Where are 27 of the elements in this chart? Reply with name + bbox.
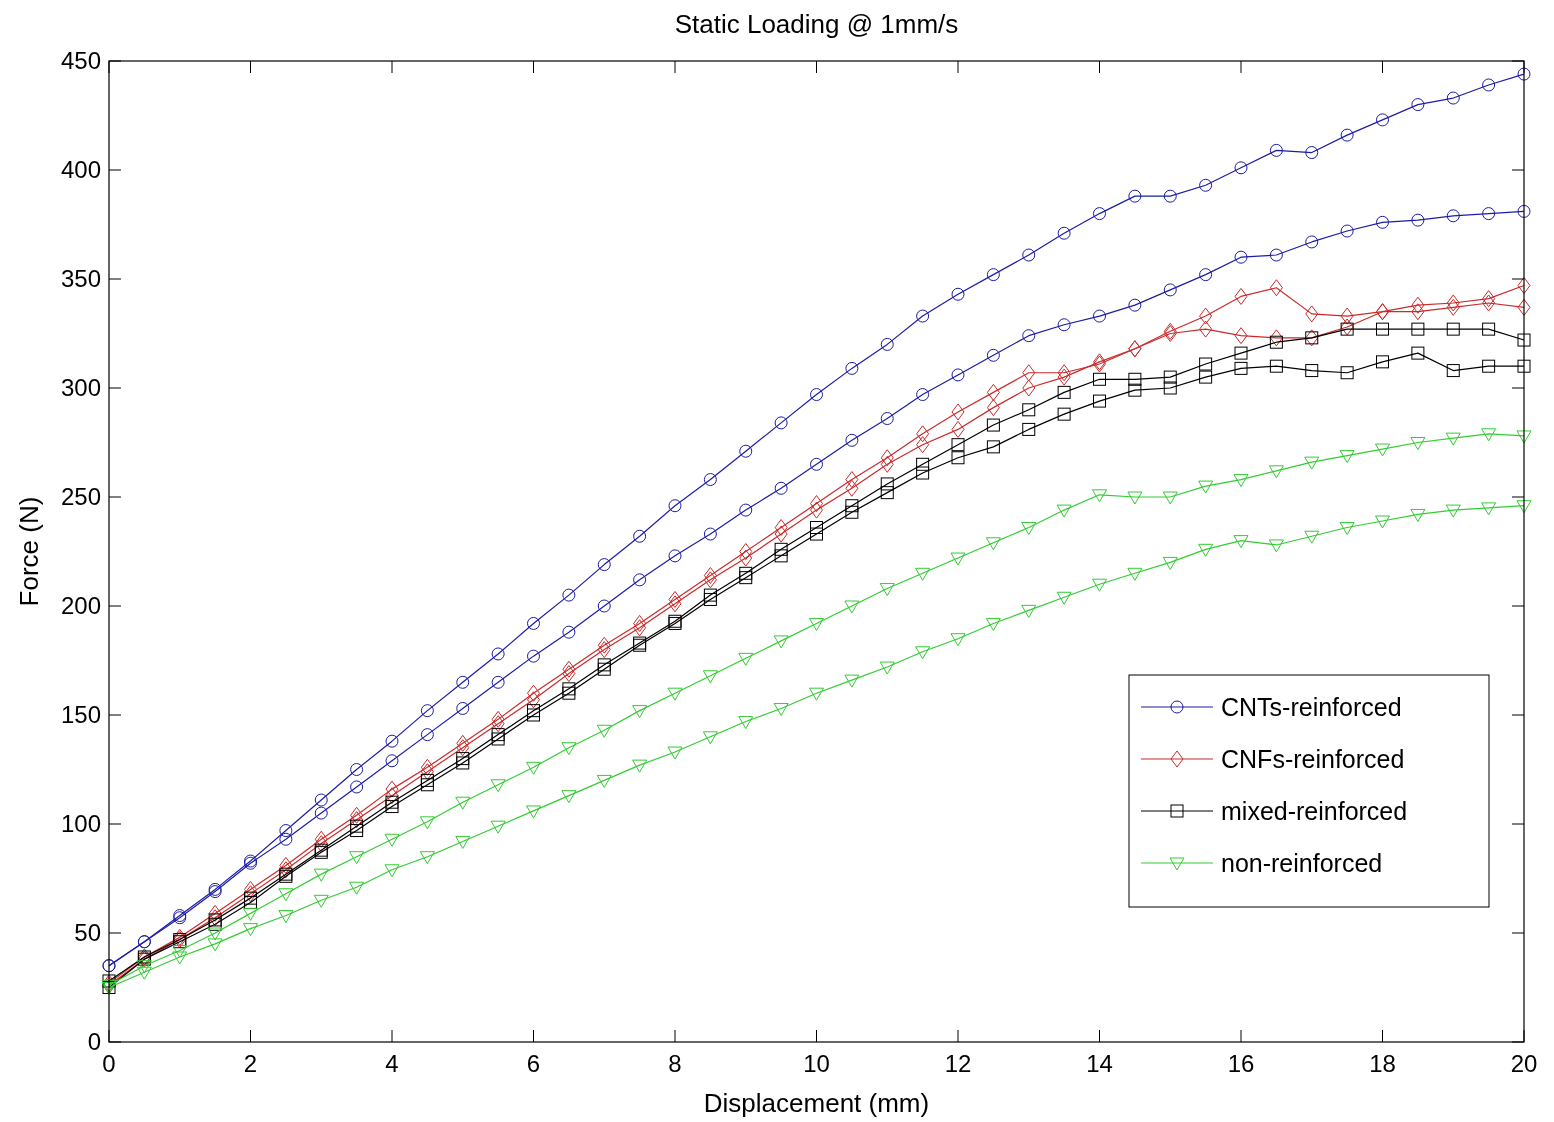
x-tick-label: 16 <box>1227 1050 1255 1077</box>
y-tick-label: 0 <box>87 1028 101 1055</box>
legend-label: non-reinforced <box>1221 849 1383 877</box>
x-tick-label: 18 <box>1369 1050 1396 1077</box>
y-tick-label: 50 <box>74 919 101 946</box>
x-tick-label: 12 <box>944 1050 972 1077</box>
y-tick-label: 300 <box>60 374 101 401</box>
y-tick-label: 250 <box>60 483 101 510</box>
x-tick-label: 10 <box>803 1050 830 1077</box>
x-tick-label: 6 <box>526 1050 541 1077</box>
legend-label: mixed-reinforced <box>1221 797 1408 825</box>
x-tick-label: 4 <box>385 1050 399 1077</box>
x-tick-label: 14 <box>1086 1050 1113 1077</box>
y-tick-label: 350 <box>60 265 101 292</box>
y-tick-label: 400 <box>60 156 101 183</box>
legend-label: CNTs-reinforced <box>1221 693 1402 721</box>
x-tick-label: 20 <box>1510 1050 1538 1077</box>
legend-label: CNFs-reinforced <box>1221 745 1405 773</box>
x-tick-label: 2 <box>243 1050 258 1077</box>
chart-title: Static Loading @ 1mm/s <box>674 9 959 39</box>
x-tick-label: 8 <box>668 1050 682 1077</box>
y-tick-label: 100 <box>60 810 101 837</box>
y-tick-label: 450 <box>60 47 101 74</box>
y-axis-title: Force (N) <box>14 496 44 607</box>
y-tick-label: 200 <box>60 592 101 619</box>
y-tick-label: 150 <box>60 701 101 728</box>
x-axis-title: Displacement (mm) <box>703 1088 930 1118</box>
